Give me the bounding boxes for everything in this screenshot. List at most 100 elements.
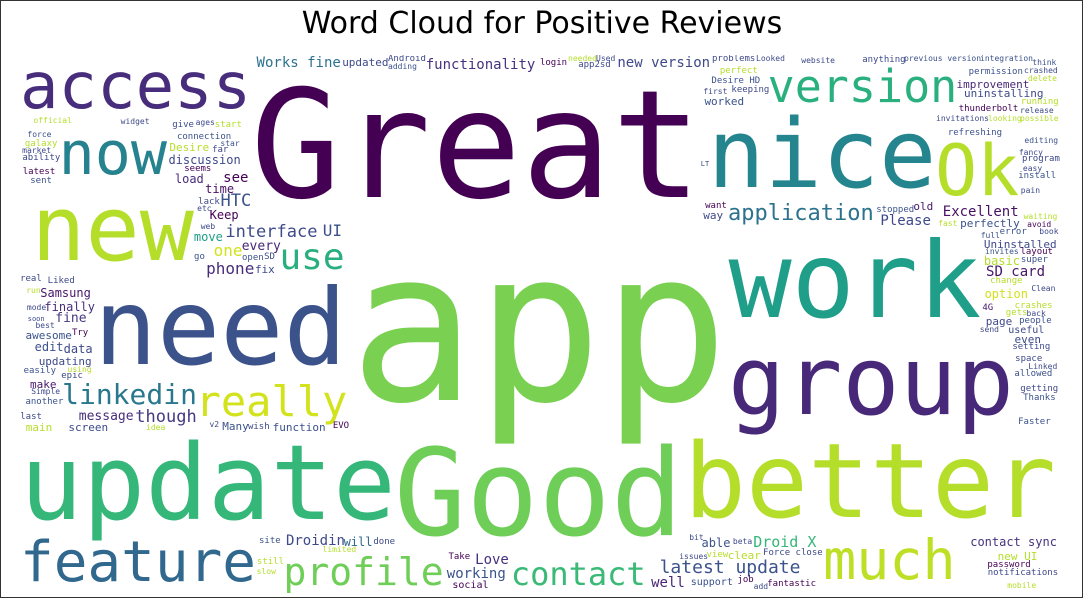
word-screen: screen <box>68 420 109 434</box>
word-widget: widget <box>120 116 150 126</box>
word-nice: nice <box>707 99 937 210</box>
word-finally: finally <box>44 299 95 314</box>
word-function: function <box>272 420 326 434</box>
word-connection: connection <box>176 131 232 142</box>
word-ages: ages <box>195 118 215 128</box>
word-login: login <box>539 57 568 68</box>
word-profile: profile <box>283 549 444 594</box>
word-4g: 4G <box>982 302 994 313</box>
word-integration: integration <box>980 55 1033 63</box>
word-android: Android <box>388 55 426 64</box>
word-web: web <box>200 221 216 231</box>
word-change: change <box>990 276 1023 287</box>
word-stopped: stopped <box>876 204 915 215</box>
word-clear: clear <box>727 549 761 563</box>
word-group: group <box>728 327 1014 437</box>
word-please: Please <box>880 212 931 229</box>
word-crashes: crashes <box>1014 300 1053 311</box>
word-samsung: Samsung <box>40 285 91 300</box>
word-work: work <box>728 219 982 342</box>
word-app: app <box>349 204 729 450</box>
word-anything: anything <box>862 55 906 65</box>
word-see: see <box>223 169 249 186</box>
word-perfectly: perfectly <box>960 216 1020 230</box>
word-lack: lack <box>198 197 220 208</box>
word-best: best <box>35 321 55 331</box>
word-pain: pain <box>1020 185 1041 195</box>
word-people: people <box>1019 316 1052 327</box>
word-even: even <box>1014 333 1041 347</box>
word-looking: looking <box>988 114 1022 123</box>
word-force-close: Force close <box>763 547 823 558</box>
word-galaxy: galaxy <box>24 138 58 149</box>
word-updating: updating <box>38 354 92 368</box>
word-well: well <box>651 575 685 592</box>
word-seems: seems <box>184 163 212 174</box>
word-mobile: mobile <box>1007 580 1037 590</box>
word-new-version: new version <box>617 55 711 71</box>
word-discussion: discussion <box>168 153 241 168</box>
word-go: go <box>194 251 205 262</box>
word-now: now <box>58 119 167 190</box>
word-crashed: crashed <box>1024 66 1058 75</box>
word-many: Many <box>222 420 249 434</box>
word-editing: editing <box>1024 136 1059 146</box>
word-invites: invites <box>985 247 1019 257</box>
word-good: Good <box>394 424 683 564</box>
word-real: real <box>20 274 42 285</box>
word-awesome: awesome <box>25 328 72 342</box>
word-works-fine: Works fine <box>256 55 341 71</box>
word-uninstalled: Uninstalled <box>983 238 1057 252</box>
word-force: force <box>27 129 52 139</box>
word-update: update <box>20 422 396 544</box>
word-thunderbolt: thunderbolt <box>958 103 1019 114</box>
word-previous-version: previous version <box>904 55 982 63</box>
word-will: will <box>343 535 373 550</box>
word-first: first <box>703 86 728 96</box>
word-fancy: fancy <box>1018 147 1043 157</box>
word-worked: worked <box>704 95 745 109</box>
word-install: install <box>1018 171 1057 182</box>
word-excellent: Excellent <box>942 203 1019 220</box>
word-fast: fast <box>938 218 958 228</box>
word-working: working <box>446 565 506 582</box>
word-time: time <box>205 181 235 196</box>
word-try: Try <box>71 327 89 338</box>
word-want: want <box>705 201 727 212</box>
word-great: Great <box>250 58 702 233</box>
word-refreshing: refreshing <box>947 127 1003 138</box>
word-basic: basic <box>983 253 1020 268</box>
word-feature: feature <box>20 530 257 595</box>
word-used: Used <box>596 55 616 63</box>
word-problems: problems <box>712 55 756 64</box>
word-cloud: app Great Good update work need better nice grou… <box>20 55 1084 599</box>
word-add: add <box>753 581 769 591</box>
word-new-ui: new UI <box>997 549 1038 563</box>
word-send: send <box>979 324 999 334</box>
word-app2sd: app2sd <box>578 60 611 71</box>
word-functionality: functionality <box>425 57 536 74</box>
word-contact-sync: contact sync <box>970 534 1057 549</box>
word-take: Take <box>448 551 471 562</box>
word-give: give <box>172 120 194 131</box>
word-using: using <box>67 365 92 375</box>
word-error: error <box>999 226 1027 237</box>
word-full: full <box>980 230 1000 240</box>
word-latest-update: latest update <box>659 557 801 579</box>
word-done: done <box>373 537 396 548</box>
word-super: super <box>1020 254 1048 265</box>
word-sd: SD <box>264 252 275 263</box>
word-support: support <box>690 577 733 589</box>
word-thanks: Thanks <box>1023 393 1056 404</box>
word-desire-hd: Desire HD <box>711 75 761 86</box>
word-keep: Keep <box>209 207 239 222</box>
word-wish: wish <box>247 421 270 432</box>
word-better: better <box>684 422 1057 542</box>
word-really: really <box>195 376 348 426</box>
word-epic: epic <box>61 371 83 382</box>
word-application: application <box>728 201 874 226</box>
word-run: run <box>26 285 41 295</box>
word-beta: beta <box>732 537 753 547</box>
word-open: open <box>242 253 264 264</box>
word-updated: updated <box>342 56 389 70</box>
